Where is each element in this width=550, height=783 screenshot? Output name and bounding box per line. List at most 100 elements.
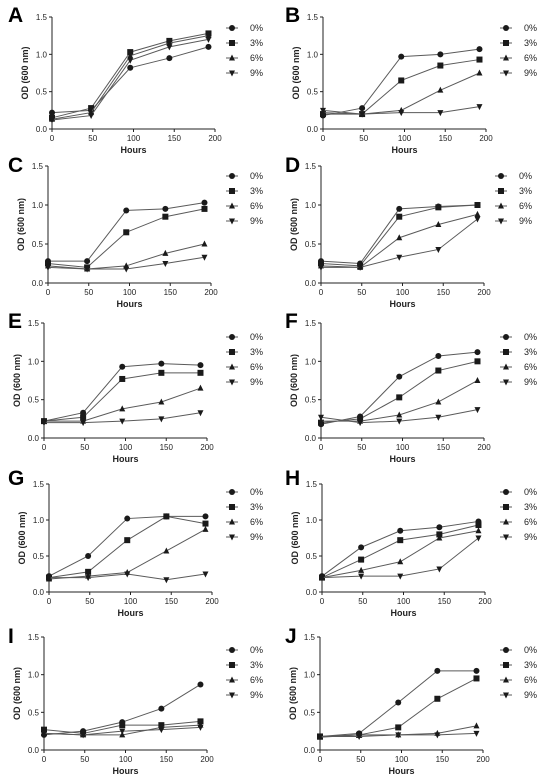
series-0pct	[41, 360, 204, 425]
x-tick-label: 0	[42, 443, 47, 452]
panel-g: G 0.0 0.5 1.0 1.5 0 50 100 150 200 Hours OD (600 nm…	[8, 467, 263, 618]
y-tick-label: 1.0	[304, 671, 316, 680]
data-point	[396, 394, 403, 401]
y-tick-label: 0.5	[307, 88, 319, 97]
panel-d: D 0.0 0.5 1.0 1.5 0 50 100 150 200 Hours OD (600 nm…	[285, 154, 532, 309]
legend-entry: 0%	[226, 23, 263, 33]
legend-entry: 6%	[226, 517, 263, 527]
legend-label: 0%	[524, 645, 537, 655]
data-point	[202, 525, 209, 532]
x-tick-label: 100	[124, 597, 138, 606]
series-6pct	[318, 210, 481, 270]
data-point	[41, 420, 47, 427]
legend-label: 0%	[250, 171, 263, 181]
legend-marker	[503, 647, 509, 653]
data-point	[434, 695, 441, 702]
x-tick-label: 0	[47, 597, 52, 606]
x-axis-title: Hours	[389, 299, 415, 309]
series-6pct	[41, 384, 204, 424]
data-point	[396, 254, 403, 261]
x-tick-label: 100	[396, 288, 410, 297]
legend-label: 9%	[250, 377, 263, 387]
y-tick-label: 1.5	[33, 480, 45, 489]
series-line	[48, 515, 206, 577]
legend-entry: 9%	[500, 377, 537, 387]
legend-label: 3%	[250, 38, 263, 48]
x-tick-label: 50	[358, 597, 367, 606]
data-point	[398, 53, 405, 60]
panel-d-letter: D	[285, 154, 300, 177]
legend-marker	[229, 218, 235, 225]
y-tick-label: 0.5	[305, 396, 317, 405]
legend-entry: 3%	[500, 347, 537, 357]
x-tick-label: 100	[123, 288, 137, 297]
legend-label: 9%	[250, 68, 263, 78]
x-tick-label: 50	[357, 443, 366, 452]
y-tick-label: 0.0	[36, 125, 48, 134]
data-point	[358, 544, 365, 551]
legend-entry: 0%	[495, 171, 532, 181]
y-tick-label: 0.0	[306, 588, 318, 597]
data-point	[318, 264, 324, 271]
y-tick-label: 0.0	[33, 588, 45, 597]
data-point	[359, 111, 366, 118]
x-tick-label: 200	[476, 755, 490, 764]
data-point	[437, 62, 444, 69]
panel-i: I 0.0 0.5 1.0 1.5 0 50 100 150 200 Hours OD (600 nm…	[8, 625, 263, 776]
data-point	[434, 732, 441, 739]
legend-marker	[503, 534, 509, 541]
legend-marker	[503, 518, 509, 525]
x-tick-label: 0	[318, 755, 323, 764]
data-point	[158, 398, 165, 405]
x-tick-label: 50	[359, 134, 368, 143]
y-tick-label: 0.0	[32, 279, 44, 288]
legend-marker	[229, 40, 235, 46]
legend-label: 9%	[524, 532, 537, 542]
legend-label: 9%	[250, 690, 263, 700]
data-point	[119, 418, 126, 425]
legend-entry: 6%	[500, 362, 537, 372]
series-0pct	[45, 199, 208, 265]
x-tick-label: 100	[397, 597, 411, 606]
data-point	[437, 51, 444, 58]
data-point	[474, 377, 481, 383]
data-point	[124, 571, 131, 578]
panel-c: C 0.0 0.5 1.0 1.5 0 50 100 150 200 Hours OD (600 nm…	[8, 154, 263, 309]
data-point	[197, 384, 204, 391]
data-point	[358, 573, 365, 580]
legend-marker	[229, 363, 235, 370]
series-line	[48, 515, 206, 579]
series-9pct	[41, 410, 204, 427]
data-point	[473, 675, 480, 682]
data-point	[476, 104, 483, 111]
data-point	[356, 733, 363, 740]
y-tick-label: 0.5	[304, 708, 316, 717]
legend-label: 3%	[519, 186, 532, 196]
panel-i-letter: I	[8, 625, 14, 648]
data-point	[124, 515, 131, 522]
data-point	[202, 513, 209, 520]
series-9pct	[318, 216, 481, 271]
data-point	[197, 724, 204, 731]
data-point	[475, 527, 482, 534]
legend-label: 0%	[519, 171, 532, 181]
legend-entry: 6%	[495, 201, 532, 211]
data-point	[162, 261, 169, 267]
x-tick-label: 150	[168, 134, 182, 143]
data-point	[201, 254, 208, 261]
y-tick-label: 0.0	[28, 746, 40, 755]
data-point	[197, 681, 204, 688]
y-tick-label: 0.5	[33, 552, 45, 561]
data-point	[88, 105, 95, 112]
legend-label: 6%	[524, 53, 537, 63]
data-point	[158, 360, 165, 367]
legend-label: 0%	[524, 332, 537, 342]
y-tick-label: 1.5	[305, 319, 317, 328]
x-tick-label: 50	[88, 134, 97, 143]
data-point	[318, 414, 324, 421]
legend-marker	[503, 676, 509, 683]
x-axis-title: Hours	[120, 145, 146, 155]
data-point	[474, 210, 481, 217]
legend-marker	[498, 173, 504, 179]
legend-label: 0%	[250, 645, 263, 655]
